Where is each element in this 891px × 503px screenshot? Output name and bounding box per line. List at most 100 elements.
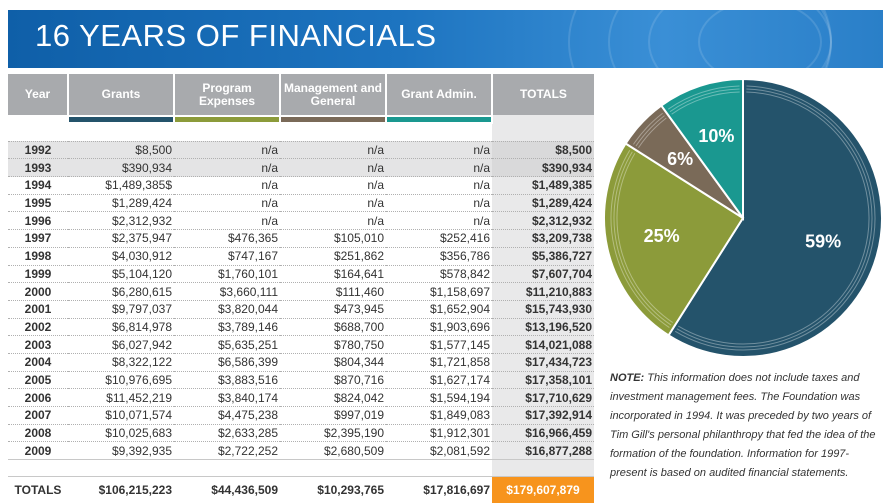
col-header-totals: TOTALS bbox=[492, 74, 594, 115]
year-cell: 2008 bbox=[8, 424, 68, 443]
grants-cell: $6,027,942 bbox=[68, 335, 174, 354]
color-bar-program bbox=[174, 115, 281, 124]
pie-ring-2-1 bbox=[635, 115, 665, 147]
admin-cell: $1,849,083 bbox=[386, 406, 492, 425]
admin-cell: n/a bbox=[386, 211, 492, 231]
grants-cell: $10,025,683 bbox=[68, 424, 174, 443]
table-row: 1996 $2,312,932 n/a n/a n/a $2,312,932 bbox=[8, 211, 594, 231]
program-cell: $3,840,174 bbox=[174, 388, 280, 407]
grants-cell: $8,500 bbox=[68, 141, 174, 160]
color-bar-grants bbox=[68, 115, 175, 124]
pie-ring-3-0 bbox=[667, 85, 740, 110]
management-cell: n/a bbox=[280, 211, 386, 231]
program-cell: $2,633,285 bbox=[174, 424, 280, 443]
year-cell: 1994 bbox=[8, 176, 68, 195]
totals-grants: $106,215,223 bbox=[68, 476, 174, 503]
col-header-management: Management and General bbox=[280, 74, 387, 115]
spacer-row bbox=[8, 124, 594, 142]
program-cell: $2,722,252 bbox=[174, 441, 280, 461]
year-cell: 1993 bbox=[8, 158, 68, 178]
table-row: 2002 $6,814,978 $3,789,146 $688,700 $1,903,6… bbox=[8, 318, 594, 337]
col-header-year: Year bbox=[8, 74, 69, 115]
year-cell: 1998 bbox=[8, 247, 68, 266]
expense-pie-chart: 59% 25% 6%10% bbox=[603, 77, 883, 358]
year-cell: 2003 bbox=[8, 335, 68, 354]
management-cell: $2,680,509 bbox=[280, 441, 386, 461]
pie-ring-1-2 bbox=[616, 153, 674, 323]
program-cell: $5,635,251 bbox=[174, 335, 280, 354]
grants-cell: $9,392,935 bbox=[68, 441, 174, 461]
color-bar-program-fill bbox=[175, 117, 279, 122]
management-cell: $473,945 bbox=[280, 300, 386, 319]
pie-ring-0-2 bbox=[678, 91, 870, 345]
totals-label: TOTALS bbox=[8, 476, 68, 503]
pie-ring-1-0 bbox=[610, 149, 670, 328]
table-row: 2005 $10,976,695 $3,883,516 $870,716 $1,627,… bbox=[8, 371, 594, 390]
total-cell: $16,877,288 bbox=[492, 441, 594, 461]
pie-label-grant-admin-: 10% bbox=[698, 126, 734, 146]
program-cell: $747,167 bbox=[174, 247, 280, 266]
management-cell: $824,042 bbox=[280, 388, 386, 407]
footnote-text: This information does not include taxes … bbox=[610, 372, 876, 479]
total-cell: $16,966,459 bbox=[492, 424, 594, 443]
admin-cell: $252,416 bbox=[386, 229, 492, 248]
grants-cell: $390,934 bbox=[68, 158, 174, 178]
page-title: 16 YEARS OF FINANCIALS bbox=[35, 18, 437, 53]
grants-cell: $4,030,912 bbox=[68, 247, 174, 266]
management-cell: n/a bbox=[280, 194, 386, 213]
total-cell: $17,710,629 bbox=[492, 388, 594, 407]
program-cell: $3,883,516 bbox=[174, 371, 280, 390]
grants-cell: $10,976,695 bbox=[68, 371, 174, 390]
management-cell: $870,716 bbox=[280, 371, 386, 390]
table-body: 1992 $8,500 n/a n/a n/a $8,500 1993 $390,934 n/a… bbox=[8, 124, 594, 461]
color-bar-totals bbox=[492, 115, 594, 124]
admin-cell: $1,903,696 bbox=[386, 318, 492, 337]
program-cell: n/a bbox=[174, 158, 280, 178]
management-cell: $105,010 bbox=[280, 229, 386, 248]
grants-cell: $8,322,122 bbox=[68, 353, 174, 372]
pie-ring-3-1 bbox=[669, 88, 740, 113]
footnote-lead: NOTE: bbox=[610, 372, 645, 384]
total-cell: $17,358,101 bbox=[492, 371, 594, 390]
admin-cell: $1,721,858 bbox=[386, 353, 492, 372]
grants-cell: $11,452,219 bbox=[68, 388, 174, 407]
pie-ring-2-0 bbox=[633, 112, 663, 145]
management-cell: $804,344 bbox=[280, 353, 386, 372]
color-bar-admin bbox=[386, 115, 493, 124]
total-cell: $3,209,738 bbox=[492, 229, 594, 248]
table-row: 1993 $390,934 n/a n/a n/a $390,934 bbox=[8, 158, 594, 178]
totals-row: TOTALS $106,215,223 $44,436,509 $10,293,… bbox=[8, 476, 594, 503]
table-row: 2007 $10,071,574 $4,475,238 $997,019 $1,849,… bbox=[8, 406, 594, 425]
admin-cell: $1,652,904 bbox=[386, 300, 492, 319]
pie-ring-0-0 bbox=[674, 85, 876, 351]
grants-cell: $1,289,424 bbox=[68, 194, 174, 213]
program-cell: $3,660,111 bbox=[174, 282, 280, 301]
totals-management: $10,293,765 bbox=[280, 476, 386, 503]
year-cell: 2002 bbox=[8, 318, 68, 337]
year-cell: 1997 bbox=[8, 229, 68, 248]
pie-slice-grant-admin- bbox=[659, 77, 744, 222]
year-cell: 2009 bbox=[8, 441, 68, 461]
table-row: 1998 $4,030,912 $747,167 $251,862 $356,786 $5… bbox=[8, 247, 594, 266]
year-cell: 2000 bbox=[8, 282, 68, 301]
management-cell: $997,019 bbox=[280, 406, 386, 425]
year-cell: 2006 bbox=[8, 388, 68, 407]
management-cell: $251,862 bbox=[280, 247, 386, 266]
table-row: 2000 $6,280,615 $3,660,111 $111,460 $1,158,6… bbox=[8, 282, 594, 301]
total-cell: $15,743,930 bbox=[492, 300, 594, 319]
year-cell: 2005 bbox=[8, 371, 68, 390]
table-row: 2006 $11,452,219 $3,840,174 $824,042 $1,594,… bbox=[8, 388, 594, 407]
total-cell: $17,434,723 bbox=[492, 353, 594, 372]
total-cell: $1,289,424 bbox=[492, 194, 594, 213]
total-cell: $390,934 bbox=[492, 158, 594, 178]
col-header-grants: Grants bbox=[68, 74, 175, 115]
total-cell: $1,489,385 bbox=[492, 176, 594, 195]
table-row: 2008 $10,025,683 $2,633,285 $2,395,190 $1,91… bbox=[8, 424, 594, 443]
admin-cell: $1,627,174 bbox=[386, 371, 492, 390]
title-banner: 16 YEARS OF FINANCIALS bbox=[8, 10, 883, 68]
col-header-program: Program Expenses bbox=[174, 74, 281, 115]
table-row: 2001 $9,797,037 $3,820,044 $473,945 $1,652,9… bbox=[8, 300, 594, 319]
col-header-admin: Grant Admin. bbox=[386, 74, 493, 115]
management-cell: n/a bbox=[280, 176, 386, 195]
admin-cell: n/a bbox=[386, 176, 492, 195]
